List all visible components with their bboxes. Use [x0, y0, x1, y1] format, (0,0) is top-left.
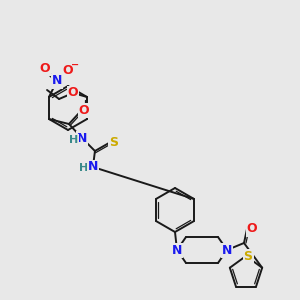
Text: N: N [77, 131, 87, 145]
Text: N: N [172, 244, 182, 256]
Text: S: S [244, 250, 253, 262]
Text: H: H [69, 135, 79, 145]
Text: H: H [79, 163, 88, 173]
Text: N: N [88, 160, 98, 173]
Text: −: − [71, 60, 79, 70]
Text: O: O [247, 223, 257, 236]
Text: N: N [52, 74, 62, 88]
Text: O: O [40, 61, 50, 74]
Text: O: O [68, 86, 78, 100]
Text: O: O [79, 103, 89, 116]
Text: O: O [63, 64, 73, 76]
Text: N: N [222, 244, 232, 256]
Text: S: S [110, 136, 118, 148]
